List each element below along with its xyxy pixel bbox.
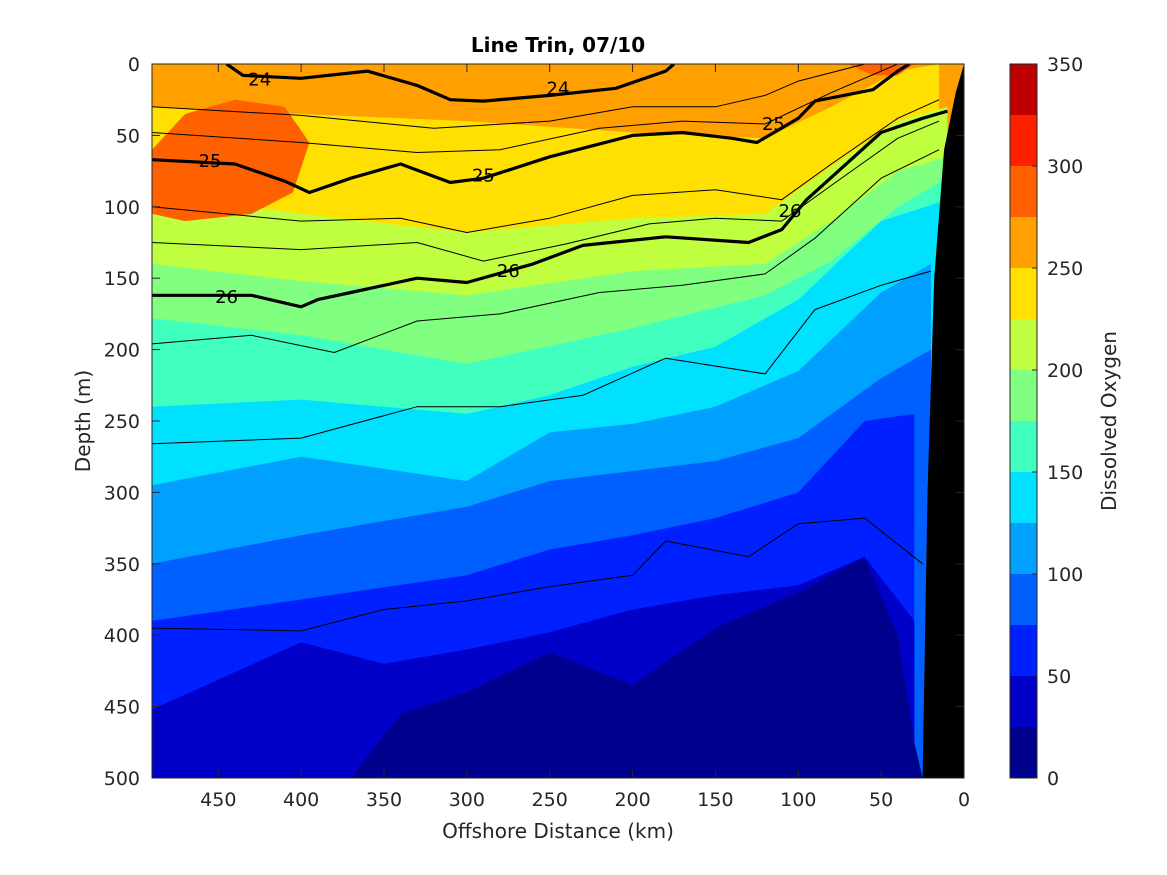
contour-label-text: 24	[248, 70, 271, 91]
colorbar-tick-label: 100	[1047, 564, 1083, 586]
y-tick-label: 400	[104, 625, 140, 647]
colorbar-tick-label: 250	[1047, 258, 1083, 280]
density-contour	[152, 64, 865, 129]
colorbar-segment	[1010, 217, 1037, 268]
colorbar-tick-label: 150	[1047, 462, 1083, 484]
x-axis-label: Offshore Distance (km)	[442, 819, 674, 843]
chart-title: Line Trin, 07/10	[471, 33, 645, 57]
x-tick-label: 250	[532, 789, 568, 811]
colorbar-segment	[1010, 64, 1037, 115]
y-tick-label: 50	[116, 125, 140, 147]
contour-label: 25	[762, 114, 785, 135]
contour-label-text: 25	[199, 151, 222, 172]
contour-label: 25	[199, 151, 222, 172]
density-contour	[152, 120, 940, 262]
contour-label: 24	[547, 78, 570, 99]
density-contour	[152, 149, 940, 353]
x-tick-label: 300	[449, 789, 485, 811]
colorbar-segment	[1010, 676, 1037, 727]
colorbar-segment	[1010, 319, 1037, 370]
contour-label: 25	[472, 165, 495, 186]
colorbar-ticks: 0 50 100 150 200 250 300 350	[1032, 54, 1083, 790]
y-axis-label: Depth (m)	[71, 370, 95, 472]
colorbar-tick-label: 50	[1047, 666, 1071, 688]
colorbar-segment	[1010, 115, 1037, 166]
x-tick-label: 100	[780, 789, 816, 811]
density-contour	[225, 64, 676, 103]
x-tick-label: 150	[697, 789, 733, 811]
colorbar	[1009, 63, 1038, 779]
density-contour	[152, 109, 948, 309]
colorbar-label: Dissolved Oxygen	[1097, 331, 1121, 511]
y-tick-label: 350	[104, 554, 140, 576]
x-axis-ticks: 450 400 350 300 250 200 150 100 50 0	[200, 64, 970, 811]
colorbar-tick-label: 350	[1047, 54, 1083, 76]
contour-label: 26	[497, 261, 520, 282]
colorbar-tick-label: 300	[1047, 156, 1083, 178]
contour-label-text: 26	[215, 287, 238, 308]
density-contour	[152, 270, 932, 445]
x-tick-label: 400	[283, 789, 319, 811]
colorbar-segment	[1010, 523, 1037, 574]
density-contour	[152, 64, 911, 195]
contour-label: 26	[215, 287, 238, 308]
bathymetry	[922, 64, 964, 778]
contour-label-layer: 24 24 25 25 25 26 26 26	[199, 70, 802, 308]
colorbar-segment	[1010, 166, 1037, 217]
colorbar-segment	[1010, 268, 1037, 319]
colorbar-segment	[1010, 421, 1037, 472]
density-contour	[152, 517, 923, 632]
x-tick-label: 450	[200, 789, 236, 811]
colorbar-frame	[1009, 63, 1038, 779]
contour-label-text: 24	[547, 78, 570, 99]
x-tick-label: 50	[869, 789, 893, 811]
y-tick-label: 300	[104, 482, 140, 504]
oxygen-fill-layer	[152, 64, 964, 778]
colorbar-segment	[1010, 574, 1037, 625]
contour-label: 24	[248, 70, 271, 91]
colorbar-segment	[1010, 727, 1037, 778]
colorbar-tick-label: 200	[1047, 360, 1083, 382]
y-axis-ticks: 0 50 100 150 200 250 300 350 400 450 500	[104, 54, 964, 790]
colorbar-tick-label: 0	[1047, 768, 1059, 790]
colorbar-segment	[1010, 370, 1037, 421]
y-tick-label: 450	[104, 697, 140, 719]
contour-label-text: 26	[779, 201, 802, 222]
colorbar-segment	[1010, 625, 1037, 676]
y-tick-label: 150	[104, 268, 140, 290]
density-contour	[152, 64, 898, 153]
density-contour-layer	[152, 64, 948, 632]
oxygen-band	[152, 556, 923, 778]
contour-label: 26	[779, 201, 802, 222]
density-contour	[152, 99, 940, 233]
contour-label-text: 26	[497, 261, 520, 282]
y-tick-label: 100	[104, 197, 140, 219]
colorbar-segment	[1010, 472, 1037, 523]
y-tick-label: 250	[104, 411, 140, 433]
contour-label-text: 25	[472, 165, 495, 186]
x-tick-label: 200	[614, 789, 650, 811]
y-tick-label: 500	[104, 768, 140, 790]
plot-area: 24 24 25 25 25 26 26 26	[152, 64, 964, 778]
contour-label-text: 25	[762, 114, 785, 135]
x-tick-label: 350	[366, 789, 402, 811]
x-tick-label: 0	[958, 789, 970, 811]
oxygen-band	[152, 99, 310, 222]
y-tick-label: 200	[104, 340, 140, 362]
y-tick-label: 0	[128, 54, 140, 76]
